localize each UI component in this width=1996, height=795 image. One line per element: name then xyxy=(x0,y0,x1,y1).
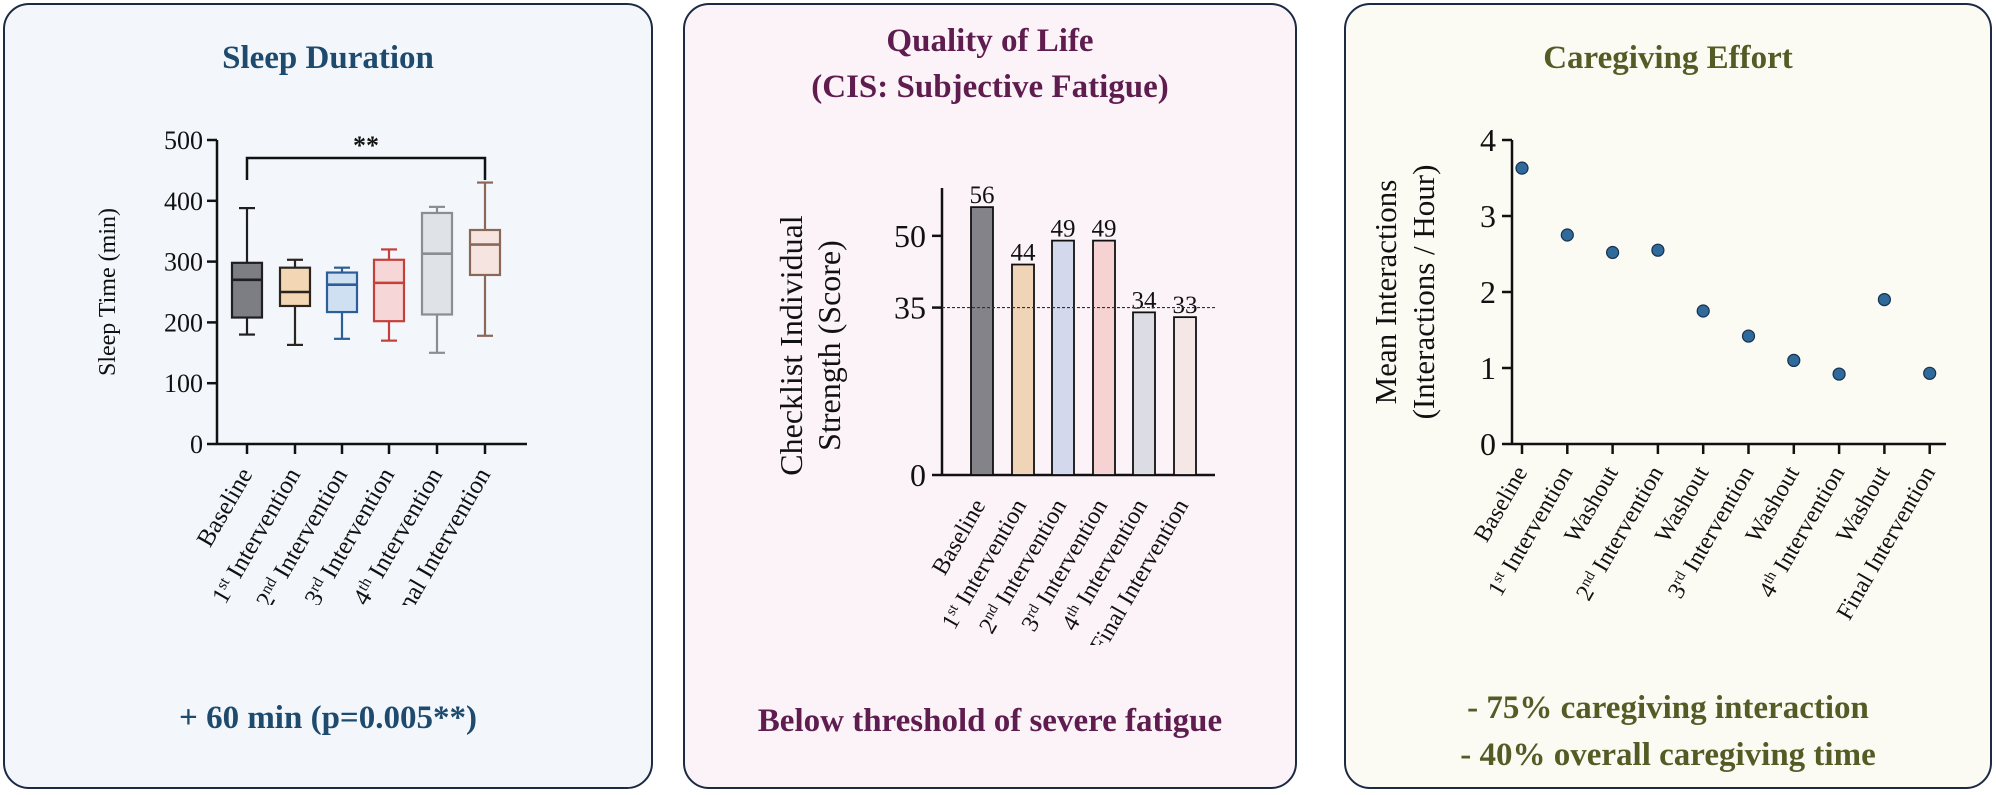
data-point xyxy=(1787,353,1801,367)
y-tick-label: 3 xyxy=(1480,198,1496,234)
caregiving-effort-panel: Caregiving Effort 0 1 2 3 4 Mean Interactions… xyxy=(1344,3,1992,789)
box-iqr xyxy=(230,261,264,319)
bar-value-label: 34 xyxy=(1132,287,1158,314)
sleep-duration-title: Sleep Duration xyxy=(222,40,434,76)
y-axis-label: Sleep Time (min) xyxy=(95,208,121,376)
bar xyxy=(970,206,994,476)
quality-of-life-panel: Quality of Life (CIS: Subjective Fatigue… xyxy=(683,3,1297,789)
y-tick-label: 500 xyxy=(164,126,203,155)
sleep-duration-panel: Sleep Duration 0 100 200 300 400 500 Sleep Tim… xyxy=(3,3,653,789)
y-axis-label: Mean Interactions xyxy=(1368,180,1403,405)
bar-value-label: 49 xyxy=(1092,216,1117,243)
quality-of-life-note: Below threshold of severe fatigue xyxy=(757,703,1223,739)
significance-bracket xyxy=(245,156,487,180)
quality-of-life-title: Quality of Life xyxy=(886,23,1094,59)
y-tick-label: 400 xyxy=(164,187,203,216)
y-tick-label: 300 xyxy=(164,248,203,277)
significance-label: ** xyxy=(353,131,379,160)
data-point xyxy=(1741,329,1756,343)
data-point xyxy=(1832,367,1846,381)
data-point xyxy=(1923,366,1937,380)
data-point xyxy=(1877,293,1892,307)
y-tick-label: 0 xyxy=(910,457,926,493)
y-tick-label: 100 xyxy=(164,369,203,398)
bar-value-label: 44 xyxy=(1011,240,1037,267)
caregiving-effort-chart: 0 1 2 3 4 Mean Interactions (Interactions / Ho… xyxy=(1368,122,1946,625)
bar-value-label: 56 xyxy=(970,182,995,209)
bar xyxy=(1173,316,1197,476)
y-tick-label: 50 xyxy=(894,218,926,254)
sleep-duration-note: + 60 min (p=0.005**) xyxy=(179,700,477,736)
y-axis-label: (Interactions / Hour) xyxy=(1406,165,1441,420)
caregiving-note-time: - 40% overall caregiving time xyxy=(1460,737,1876,773)
quality-of-life-chart: 0 35 50 Checklist Individual Strength (Score… xyxy=(773,182,1215,645)
y-tick-label: 2 xyxy=(1480,274,1496,310)
y-tick-label: 4 xyxy=(1480,122,1496,158)
y-tick-label: 35 xyxy=(894,290,926,326)
caregiving-note-interaction: - 75% caregiving interaction xyxy=(1467,690,1869,726)
box-iqr xyxy=(278,266,312,308)
caregiving-effort-title: Caregiving Effort xyxy=(1543,40,1793,76)
box-iqr xyxy=(372,258,406,323)
y-axis-label: Checklist Individual xyxy=(773,215,809,476)
box-iqr xyxy=(325,271,359,314)
y-tick-label: 0 xyxy=(1480,426,1496,462)
bar-value-label: 33 xyxy=(1173,292,1198,319)
box-iqr xyxy=(468,228,502,277)
bar xyxy=(1011,263,1035,476)
data-point xyxy=(1696,304,1710,318)
quality-of-life-subtitle: (CIS: Subjective Fatigue) xyxy=(811,69,1169,105)
data-point xyxy=(1651,243,1665,257)
y-tick-label: 1 xyxy=(1480,350,1496,386)
bar xyxy=(1132,311,1156,476)
bar xyxy=(1051,239,1075,476)
bar xyxy=(1092,239,1116,476)
y-tick-label: 200 xyxy=(164,308,203,337)
data-point xyxy=(1515,161,1529,175)
y-tick-label: 0 xyxy=(190,430,203,459)
y-axis-label: Strength (Score) xyxy=(811,240,847,451)
data-point xyxy=(1560,228,1574,242)
box-iqr xyxy=(420,211,454,316)
bar-value-label: 49 xyxy=(1051,216,1076,243)
data-point xyxy=(1606,245,1620,260)
